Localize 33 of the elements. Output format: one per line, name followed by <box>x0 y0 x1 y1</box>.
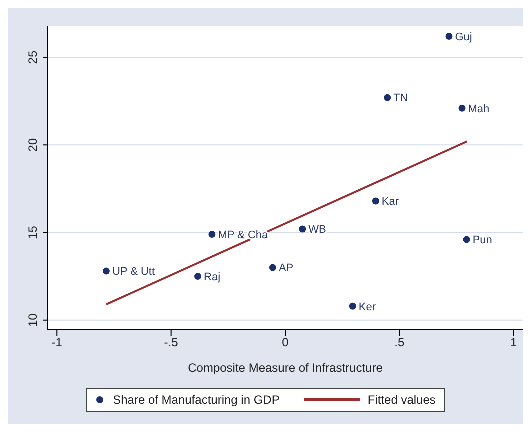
annotation: AP <box>278 262 294 275</box>
annotation: UP & Utt <box>112 266 156 278</box>
x-tick-label: -1 <box>52 336 63 350</box>
annotation: Pun <box>472 234 492 247</box>
annotation: Kar <box>382 196 400 208</box>
point <box>446 33 453 40</box>
x-tick-label: 1 <box>510 336 518 350</box>
annotation: Guj <box>455 31 472 44</box>
point <box>102 268 110 275</box>
annotation: WB <box>308 224 326 236</box>
annotation: Mah <box>468 103 490 116</box>
point <box>269 264 276 272</box>
y-tick-label: 15 <box>26 226 40 240</box>
point <box>372 198 380 205</box>
point <box>194 273 202 280</box>
x-tick-label: -.5 <box>164 336 179 350</box>
legend-label: Share of Manufacturing in GDP <box>112 393 280 407</box>
point <box>384 94 392 102</box>
legend-label: Fitted values <box>366 393 436 407</box>
point <box>463 236 470 244</box>
x-axis-title: Composite Measure of Infrastructure <box>188 361 384 375</box>
y-tick-label: 20 <box>26 138 40 152</box>
x-tick-label: 0 <box>282 336 290 350</box>
y-tick-label: 25 <box>26 50 40 64</box>
point <box>458 104 466 112</box>
annotation: Ker <box>358 301 376 314</box>
point <box>208 231 216 238</box>
annotation: TN <box>394 92 408 105</box>
point <box>299 226 306 233</box>
annotation: Raj <box>204 271 221 284</box>
y-tick-label: 10 <box>26 313 40 328</box>
point <box>349 302 356 310</box>
x-tick-label: .5 <box>394 336 406 350</box>
